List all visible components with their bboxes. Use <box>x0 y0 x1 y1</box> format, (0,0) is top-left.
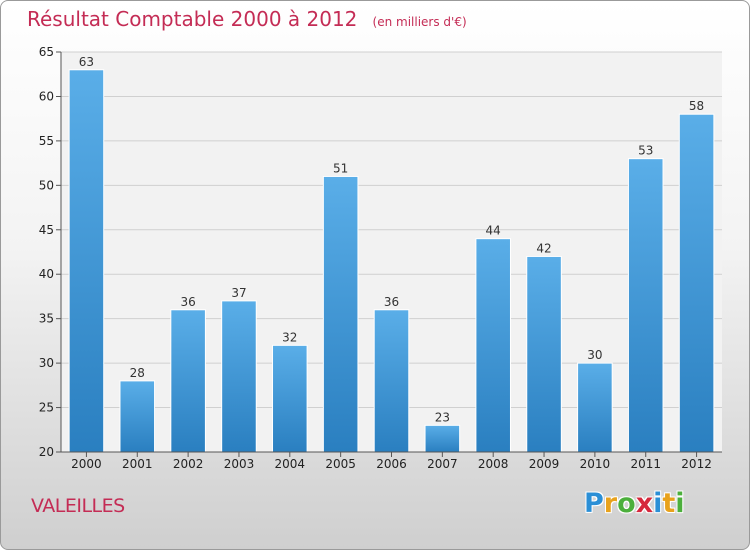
data-label-2008: 44 <box>486 224 501 238</box>
logo-letter: x <box>635 488 654 519</box>
bar-2009 <box>526 255 562 453</box>
bar-2010 <box>577 362 613 453</box>
y-tick-label: 65 <box>39 45 54 59</box>
logo-letter: P <box>584 488 604 519</box>
x-tick-label-2011: 2011 <box>630 457 661 471</box>
x-tick-label-2012: 2012 <box>681 457 712 471</box>
data-label-2001: 28 <box>130 366 145 380</box>
x-tick-label-2006: 2006 <box>376 457 407 471</box>
bar-2000 <box>68 69 105 453</box>
logo-letter: i <box>653 488 663 519</box>
data-label-2003: 37 <box>231 286 246 300</box>
bar-2008 <box>475 238 511 453</box>
x-tick-label-2010: 2010 <box>580 457 611 471</box>
y-tick-label: 45 <box>39 223 54 237</box>
data-label-2007: 23 <box>435 410 450 424</box>
bar-2003 <box>221 300 257 453</box>
logo-letter: i <box>675 488 685 519</box>
chart-unit-note: (en milliers d'€) <box>372 15 467 29</box>
x-tick-label-2005: 2005 <box>325 457 356 471</box>
x-tick-label-2002: 2002 <box>173 457 204 471</box>
proxiti-logo: Proxiti <box>584 488 685 519</box>
logo-letter: o <box>617 488 636 519</box>
x-tick-label-2009: 2009 <box>529 457 560 471</box>
x-tick-label-2000: 2000 <box>71 457 102 471</box>
data-label-2006: 36 <box>384 295 399 309</box>
bar-2002 <box>170 309 206 453</box>
bar-2006 <box>373 309 410 453</box>
data-label-2011: 53 <box>638 144 653 158</box>
x-tick-label-2001: 2001 <box>122 457 153 471</box>
x-tick-label-2007: 2007 <box>427 457 458 471</box>
bar-2012 <box>678 113 715 453</box>
data-label-2000: 63 <box>79 55 94 69</box>
bar-2004 <box>272 344 308 453</box>
axes: 20 25 30 35 40 45 50 55 60 65 2000 2001 2002 2003 2004… <box>39 45 722 471</box>
y-tick-label: 50 <box>39 178 54 192</box>
chart-title-main: Résultat Comptable 2000 à 2012 <box>27 7 358 31</box>
data-label-2005: 51 <box>333 161 348 175</box>
x-tick-label-2004: 2004 <box>275 457 306 471</box>
x-tick-label-2008: 2008 <box>478 457 509 471</box>
y-tick-label: 55 <box>39 134 54 148</box>
commune-name: VALEILLES <box>31 495 125 517</box>
y-tick-label: 40 <box>39 267 54 281</box>
data-label-2010: 30 <box>587 348 602 362</box>
bar-2007 <box>424 424 461 453</box>
logo-letter: t <box>662 488 676 519</box>
y-tick-label: 25 <box>39 401 54 415</box>
data-label-2004: 32 <box>282 330 297 344</box>
bars: 63 28 36 37 32 51 36 23 44 42 30 53 58 <box>68 55 715 453</box>
chart-title: Résultat Comptable 2000 à 2012 (en milli… <box>27 7 467 31</box>
bar-2011 <box>627 158 664 453</box>
y-tick-label: 60 <box>39 89 54 103</box>
data-label-2009: 42 <box>536 241 551 255</box>
logo-letter: r <box>603 488 618 519</box>
y-tick-label: 30 <box>39 356 54 370</box>
y-tick-label: 35 <box>39 312 54 326</box>
bar-2001 <box>119 380 156 453</box>
bar-2005 <box>322 175 359 453</box>
data-label-2002: 36 <box>180 295 195 309</box>
y-tick-label: 20 <box>39 445 54 459</box>
data-label-2012: 58 <box>689 99 704 113</box>
x-tick-label-2003: 2003 <box>224 457 255 471</box>
